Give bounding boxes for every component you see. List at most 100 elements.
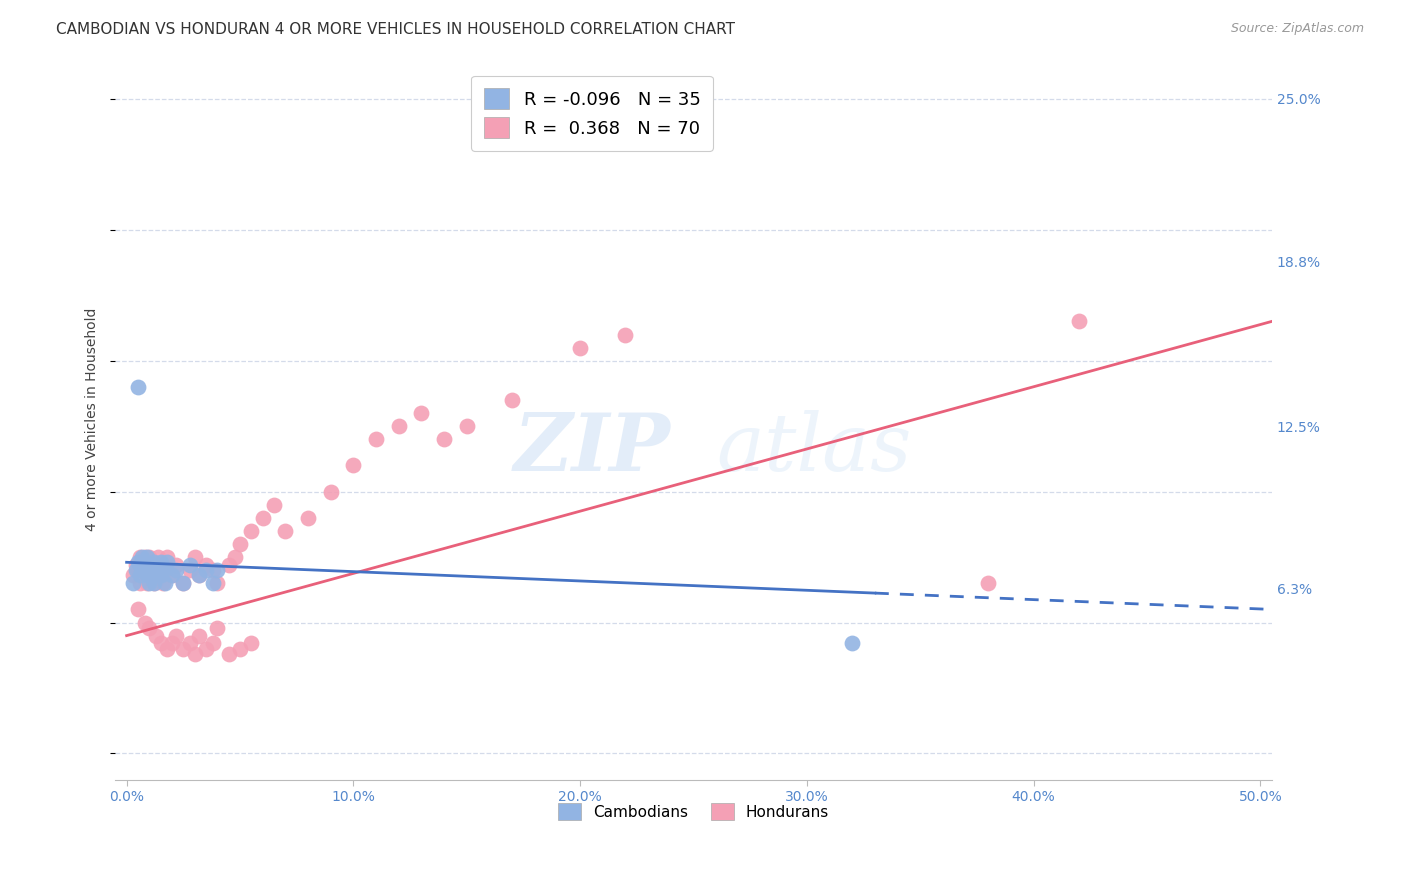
Point <box>172 576 194 591</box>
Point <box>240 524 263 538</box>
Point <box>149 558 172 572</box>
Point <box>342 458 364 473</box>
Point <box>138 563 160 577</box>
Point <box>188 568 211 582</box>
Point <box>141 568 163 582</box>
Point <box>229 641 252 656</box>
Point <box>160 568 183 582</box>
Point <box>131 563 153 577</box>
Point <box>218 647 240 661</box>
Point <box>263 498 285 512</box>
Point <box>122 576 145 591</box>
Point <box>131 550 153 565</box>
Text: atlas: atlas <box>717 409 912 487</box>
Point <box>319 484 342 499</box>
Point <box>411 406 433 420</box>
Point <box>141 558 163 572</box>
Point <box>207 563 229 577</box>
Point <box>183 550 205 565</box>
Point <box>129 576 152 591</box>
Point <box>194 563 217 577</box>
Point <box>224 550 246 565</box>
Point <box>201 636 224 650</box>
Point <box>207 576 229 591</box>
Point <box>1067 314 1090 328</box>
Point <box>201 576 224 591</box>
Point <box>134 550 156 565</box>
Point <box>614 327 637 342</box>
Legend: Cambodians, Hondurans: Cambodians, Hondurans <box>551 797 835 826</box>
Point <box>149 555 172 569</box>
Point <box>131 558 153 572</box>
Point <box>149 636 172 650</box>
Point <box>122 568 145 582</box>
Point <box>388 419 411 434</box>
Point <box>129 568 152 582</box>
Text: ZIP: ZIP <box>513 409 671 487</box>
Point <box>160 636 183 650</box>
Point <box>125 558 148 572</box>
Point <box>127 380 149 394</box>
Point <box>141 568 163 582</box>
Point <box>433 432 456 446</box>
Point <box>179 563 201 577</box>
Text: CAMBODIAN VS HONDURAN 4 OR MORE VEHICLES IN HOUSEHOLD CORRELATION CHART: CAMBODIAN VS HONDURAN 4 OR MORE VEHICLES… <box>56 22 735 37</box>
Point <box>134 563 156 577</box>
Point <box>166 558 188 572</box>
Point <box>145 563 167 577</box>
Y-axis label: 4 or more Vehicles in Household: 4 or more Vehicles in Household <box>86 308 100 532</box>
Point <box>142 576 165 591</box>
Text: Source: ZipAtlas.com: Source: ZipAtlas.com <box>1230 22 1364 36</box>
Point <box>125 563 148 577</box>
Point <box>138 576 160 591</box>
Point <box>218 558 240 572</box>
Point <box>152 576 174 591</box>
Point <box>153 563 176 577</box>
Point <box>252 510 274 524</box>
Point <box>145 563 167 577</box>
Point <box>297 510 319 524</box>
Point <box>149 568 172 582</box>
Point <box>142 558 165 572</box>
Point <box>148 558 170 572</box>
Point <box>152 563 174 577</box>
Point <box>194 641 217 656</box>
Point <box>148 550 170 565</box>
Point <box>207 621 229 635</box>
Point <box>188 568 211 582</box>
Point <box>977 576 1000 591</box>
Point <box>127 602 149 616</box>
Point <box>138 621 160 635</box>
Point <box>145 629 167 643</box>
Point <box>142 576 165 591</box>
Point <box>240 636 263 650</box>
Point <box>134 615 156 630</box>
Point <box>134 563 156 577</box>
Point <box>229 537 252 551</box>
Point <box>129 558 152 572</box>
Point <box>138 550 160 565</box>
Point <box>166 563 188 577</box>
Point <box>156 555 179 569</box>
Point <box>188 629 211 643</box>
Point <box>456 419 478 434</box>
Point <box>501 392 523 407</box>
Point <box>179 558 201 572</box>
Point <box>179 636 201 650</box>
Point <box>166 629 188 643</box>
Point <box>127 563 149 577</box>
Point <box>569 341 592 355</box>
Point <box>136 550 159 565</box>
Point <box>127 555 149 569</box>
Point <box>364 432 387 446</box>
Point <box>138 563 160 577</box>
Point <box>160 568 183 582</box>
Point <box>156 550 179 565</box>
Point <box>136 568 159 582</box>
Point <box>142 555 165 569</box>
Point <box>156 641 179 656</box>
Point <box>134 558 156 572</box>
Point <box>145 568 167 582</box>
Point <box>274 524 297 538</box>
Point <box>201 563 224 577</box>
